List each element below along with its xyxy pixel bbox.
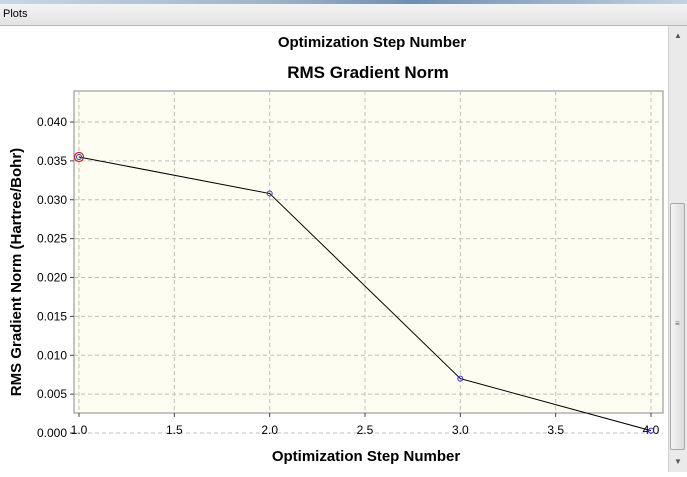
y-tick-label: 0.000 bbox=[37, 426, 67, 440]
chart-top-label: Optimization Step Number bbox=[278, 34, 467, 51]
chart-title: RMS Gradient Norm bbox=[287, 63, 449, 82]
panel-title: Plots bbox=[3, 8, 28, 20]
y-tick-label: 0.020 bbox=[37, 271, 67, 285]
y-tick-label: 0.015 bbox=[37, 309, 67, 323]
scrollbar-thumb[interactable]: ≡ bbox=[670, 203, 685, 450]
panel-title-bar: Plots bbox=[0, 4, 687, 26]
data-point[interactable] bbox=[457, 375, 464, 382]
grid-lines bbox=[74, 91, 663, 434]
highlighted-point[interactable] bbox=[73, 151, 85, 163]
x-axis-label: Optimization Step Number bbox=[272, 448, 461, 465]
x-tick-label: 2.0 bbox=[261, 423, 278, 437]
triangle-down-icon[interactable]: ▼ bbox=[674, 457, 682, 466]
y-tick-label: 0.035 bbox=[37, 154, 67, 168]
y-axis-label: RMS Gradient Norm (Hartree/Bohr) bbox=[8, 148, 25, 396]
vertical-scrollbar[interactable]: ▲ ≡ ▼ bbox=[668, 26, 687, 472]
x-tick-label: 3.0 bbox=[452, 423, 469, 437]
data-point[interactable] bbox=[266, 190, 273, 197]
x-tick-label: 2.5 bbox=[357, 423, 374, 437]
data-point[interactable] bbox=[648, 427, 654, 434]
y-axis-ticks: 0.000 0.005 0.010 0.015 0.020 0.025 0.030 0.035… bbox=[37, 115, 74, 440]
data-point[interactable] bbox=[76, 153, 82, 160]
x-axis-ticks: 1.0 1.5 2.0 2.5 3.0 3.5 4.0 bbox=[71, 413, 660, 437]
y-tick-label: 0.005 bbox=[37, 387, 67, 401]
y-tick-label: 0.040 bbox=[37, 115, 67, 129]
y-tick-label: 0.025 bbox=[37, 232, 67, 246]
rms-gradient-chart: Optimization Step Number RMS Gradient No… bbox=[8, 34, 664, 465]
x-tick-label: 1.0 bbox=[71, 423, 88, 437]
grip-icon: ≡ bbox=[675, 319, 680, 328]
x-tick-label: 4.0 bbox=[643, 423, 660, 437]
triangle-up-icon[interactable]: ▲ bbox=[674, 31, 682, 40]
x-tick-label: 1.5 bbox=[166, 423, 183, 437]
x-tick-label: 3.5 bbox=[547, 423, 564, 437]
series-line bbox=[78, 156, 652, 432]
plot-area bbox=[73, 90, 664, 414]
series-layer bbox=[73, 151, 654, 434]
plot-content-area: Optimization Step Number RMS Gradient No… bbox=[0, 26, 668, 472]
y-tick-label: 0.030 bbox=[37, 193, 67, 207]
window-top-strip bbox=[0, 0, 687, 4]
y-tick-label: 0.010 bbox=[37, 348, 67, 362]
